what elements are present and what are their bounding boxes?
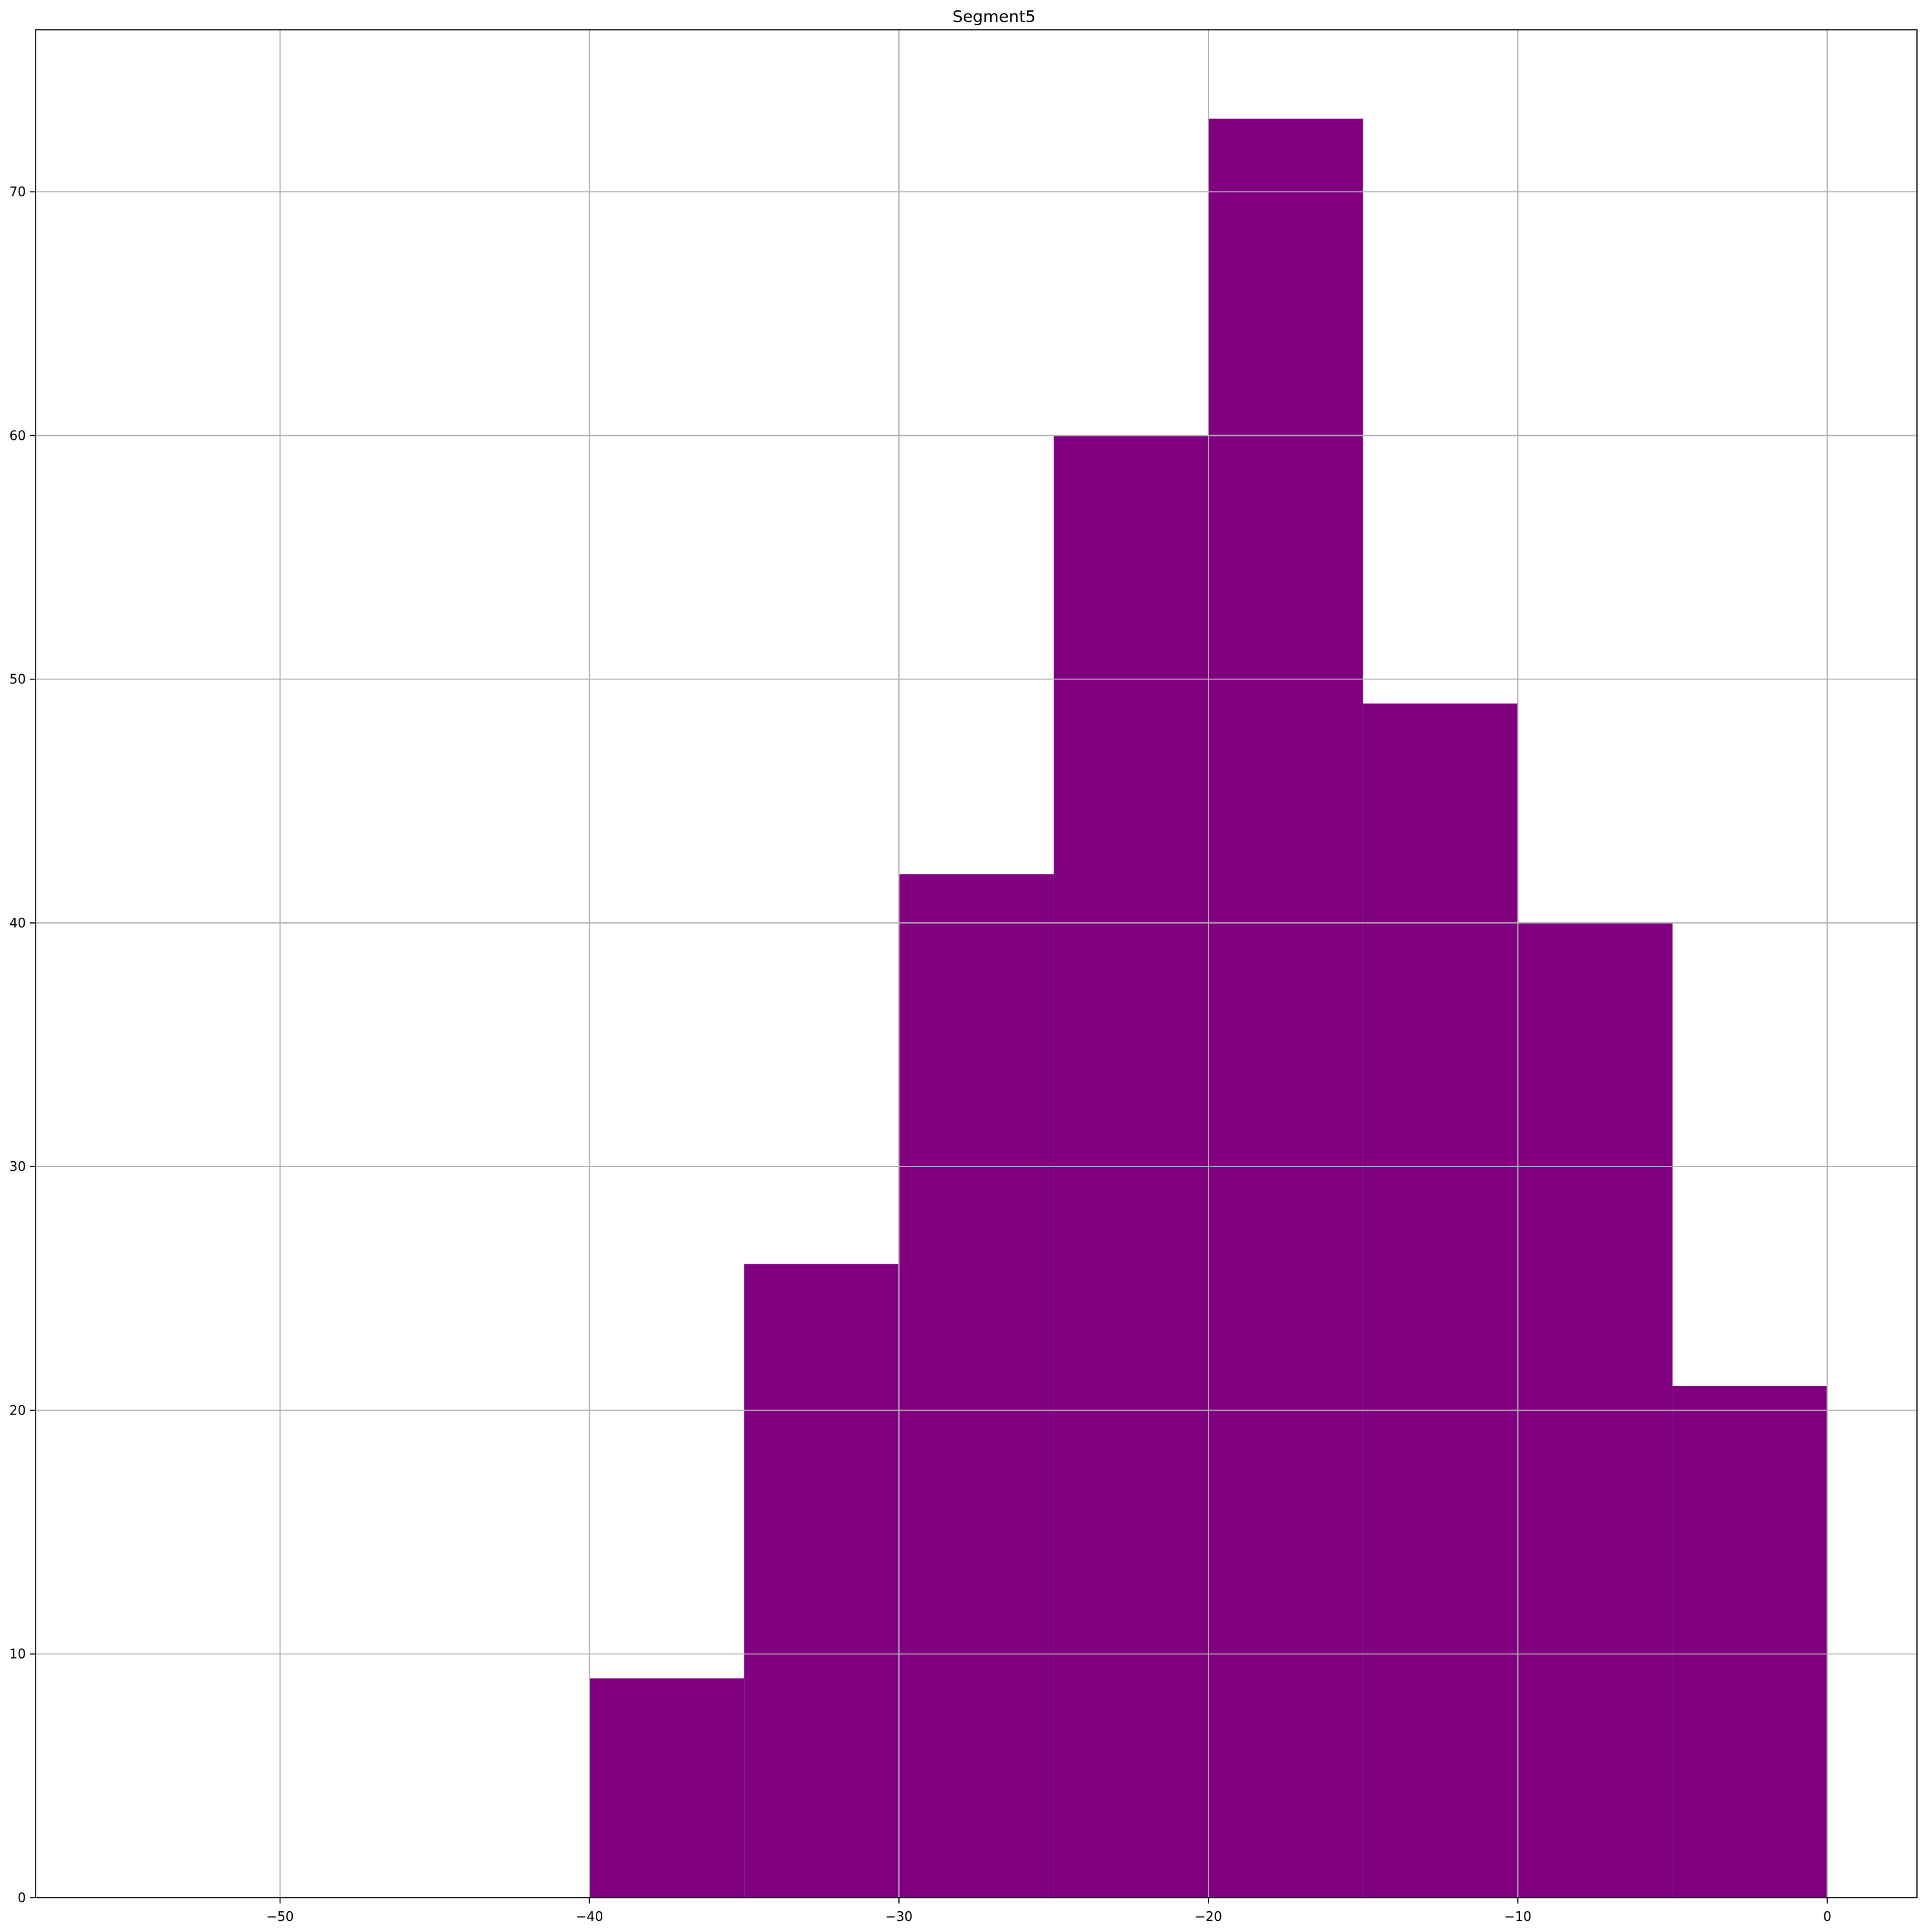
y-tick-label: 70: [10, 184, 26, 199]
plot-frame: [35, 29, 1918, 1898]
histogram-bar: [744, 1264, 900, 1898]
y-tick-label: 0: [17, 1890, 26, 1905]
histogram-bar: [589, 1678, 745, 1898]
x-tick-label: 0: [1823, 1909, 1832, 1924]
histogram-bar: [899, 874, 1054, 1898]
y-tick-label: 50: [10, 672, 26, 687]
tick-labels: −50 −40 −30 −20 −10 0 0 10 20 30 40 50 60 70: [10, 184, 1832, 1924]
y-tick-label: 30: [10, 1159, 26, 1174]
x-tick-label: −10: [1504, 1909, 1532, 1924]
y-tick-label: 10: [10, 1646, 26, 1662]
histogram-bar: [1208, 119, 1363, 1898]
x-tick-label: −40: [576, 1909, 603, 1924]
x-tick-label: −20: [1195, 1909, 1222, 1924]
axes: [35, 29, 1918, 1898]
y-tick-label: 60: [10, 427, 26, 443]
chart-title: Segment5: [953, 7, 1036, 26]
x-tick-label: −30: [885, 1909, 913, 1924]
y-tick-label: 40: [10, 915, 26, 931]
grid-lines: [36, 30, 1917, 1898]
x-tick-label: −50: [266, 1909, 293, 1924]
y-tick-label: 20: [10, 1402, 26, 1418]
tick-marks: [30, 191, 1828, 1904]
histogram-bar: [1672, 1385, 1828, 1898]
histogram-bar: [1363, 703, 1518, 1898]
